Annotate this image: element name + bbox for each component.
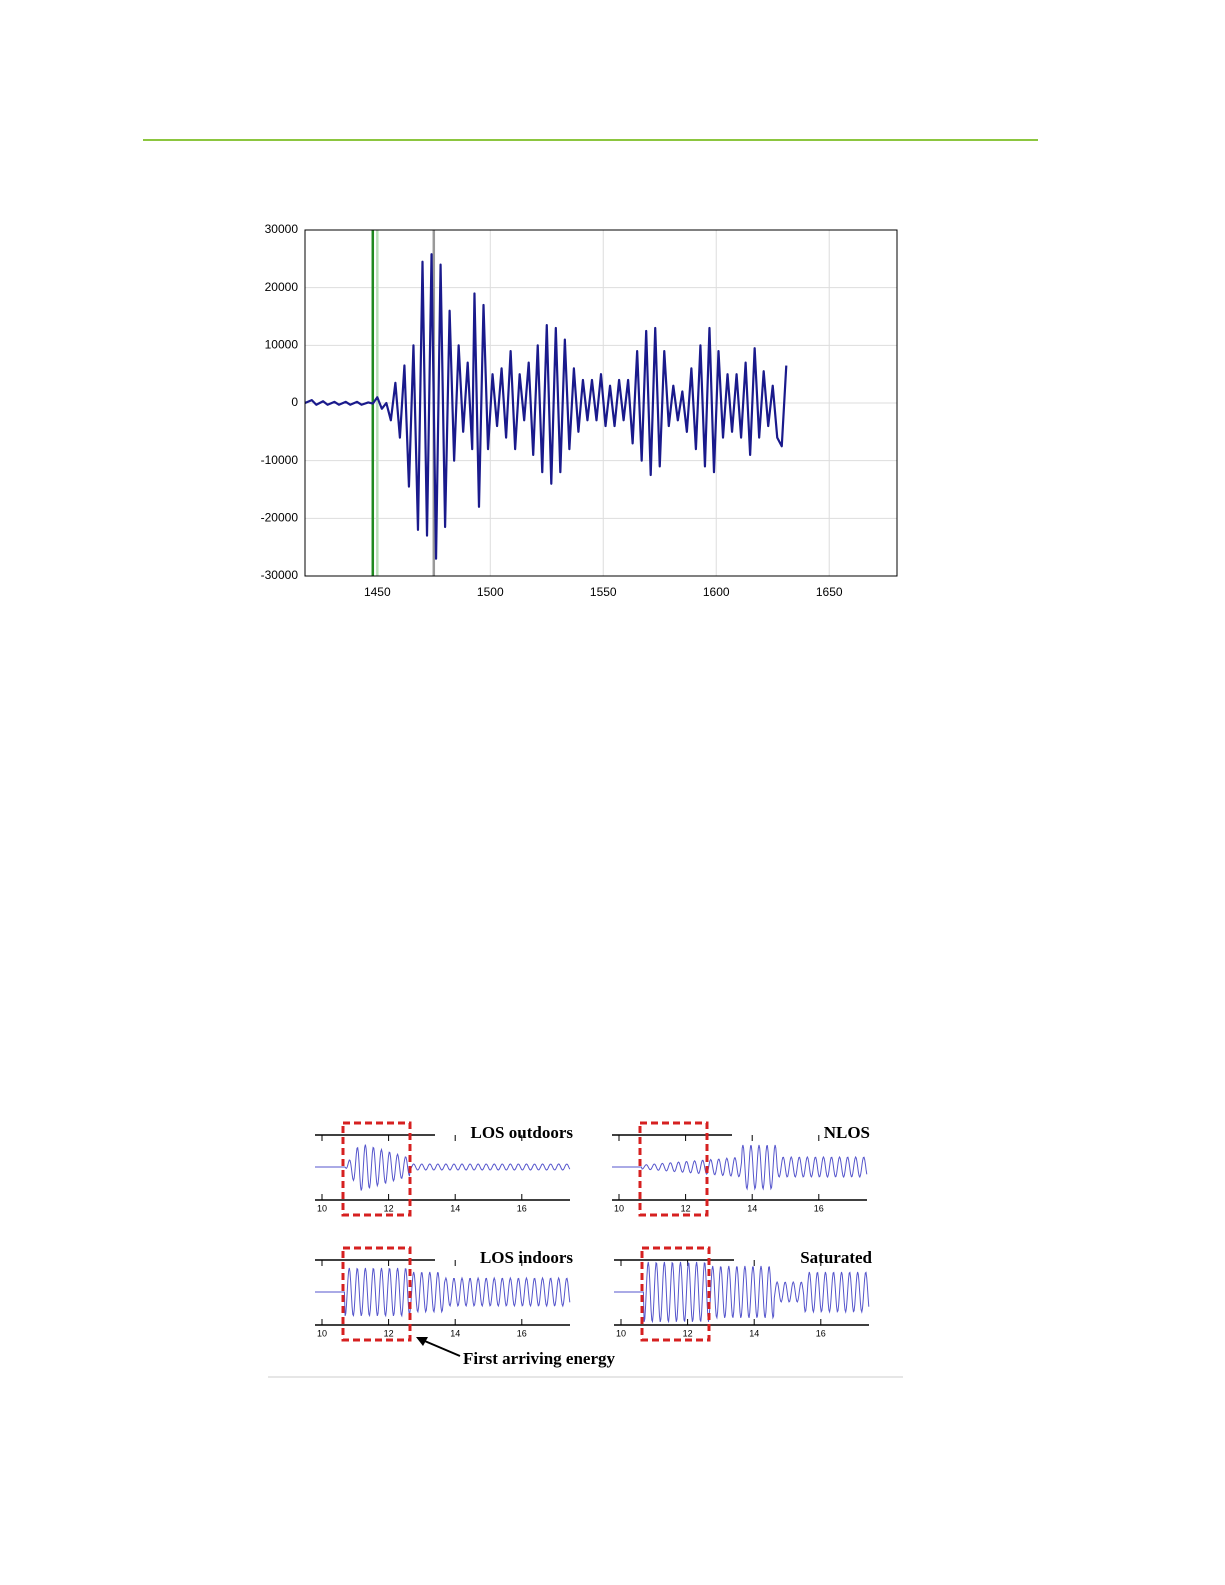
waveform-line bbox=[304, 253, 788, 560]
first-arrival-box bbox=[341, 1246, 412, 1342]
arrow-head bbox=[416, 1337, 428, 1346]
annotation: First arriving energy bbox=[463, 1349, 616, 1368]
panel-tick-label: 14 bbox=[749, 1328, 759, 1338]
panel-tick-label: 14 bbox=[747, 1203, 757, 1213]
x-tick-label: 1550 bbox=[590, 585, 617, 599]
panel-tick-label: 14 bbox=[450, 1328, 460, 1338]
panel-label: LOS indoors bbox=[480, 1248, 573, 1267]
y-tick-label: 10000 bbox=[265, 338, 299, 352]
panel-tick-label: 12 bbox=[384, 1328, 394, 1338]
panel-tick-label: 14 bbox=[450, 1203, 460, 1213]
panel-waveform bbox=[612, 1144, 868, 1191]
panel-tick-label: 16 bbox=[816, 1328, 826, 1338]
panel-label: Saturated bbox=[800, 1248, 872, 1267]
first-arrival-box bbox=[638, 1121, 709, 1217]
x-tick-label: 1500 bbox=[477, 585, 504, 599]
panel-waveform bbox=[315, 1267, 571, 1318]
x-tick-label: 1450 bbox=[364, 585, 391, 599]
panel-tick-label: 16 bbox=[517, 1328, 527, 1338]
panel-tick-label: 10 bbox=[614, 1203, 624, 1213]
first-arrival-box bbox=[640, 1246, 711, 1342]
y-tick-label: 30000 bbox=[265, 222, 299, 236]
panel-tick-label: 10 bbox=[317, 1328, 327, 1338]
y-tick-label: 20000 bbox=[265, 280, 299, 294]
panel-tick-label: 16 bbox=[517, 1203, 527, 1213]
panel-tick-label: 12 bbox=[683, 1328, 693, 1338]
panel-tick-label: 10 bbox=[616, 1328, 626, 1338]
x-tick-label: 1650 bbox=[816, 585, 843, 599]
x-tick-label: 1600 bbox=[703, 585, 730, 599]
panel-tick-label: 12 bbox=[384, 1203, 394, 1213]
panel-tick-label: 12 bbox=[681, 1203, 691, 1213]
y-tick-label: -20000 bbox=[261, 511, 299, 525]
first-arrival-box bbox=[341, 1121, 412, 1217]
y-tick-label: -30000 bbox=[261, 568, 299, 582]
panel-waveform bbox=[614, 1261, 870, 1324]
panel-label: LOS outdoors bbox=[471, 1123, 574, 1142]
panel-tick-label: 16 bbox=[814, 1203, 824, 1213]
panel-waveform bbox=[315, 1144, 571, 1191]
panel-label: NLOS bbox=[824, 1123, 870, 1142]
y-tick-label: -10000 bbox=[261, 453, 299, 467]
panel-tick-label: 10 bbox=[317, 1203, 327, 1213]
y-tick-label: 0 bbox=[291, 395, 298, 409]
annotation-arrow bbox=[419, 1338, 461, 1357]
plot-frame bbox=[304, 229, 898, 577]
